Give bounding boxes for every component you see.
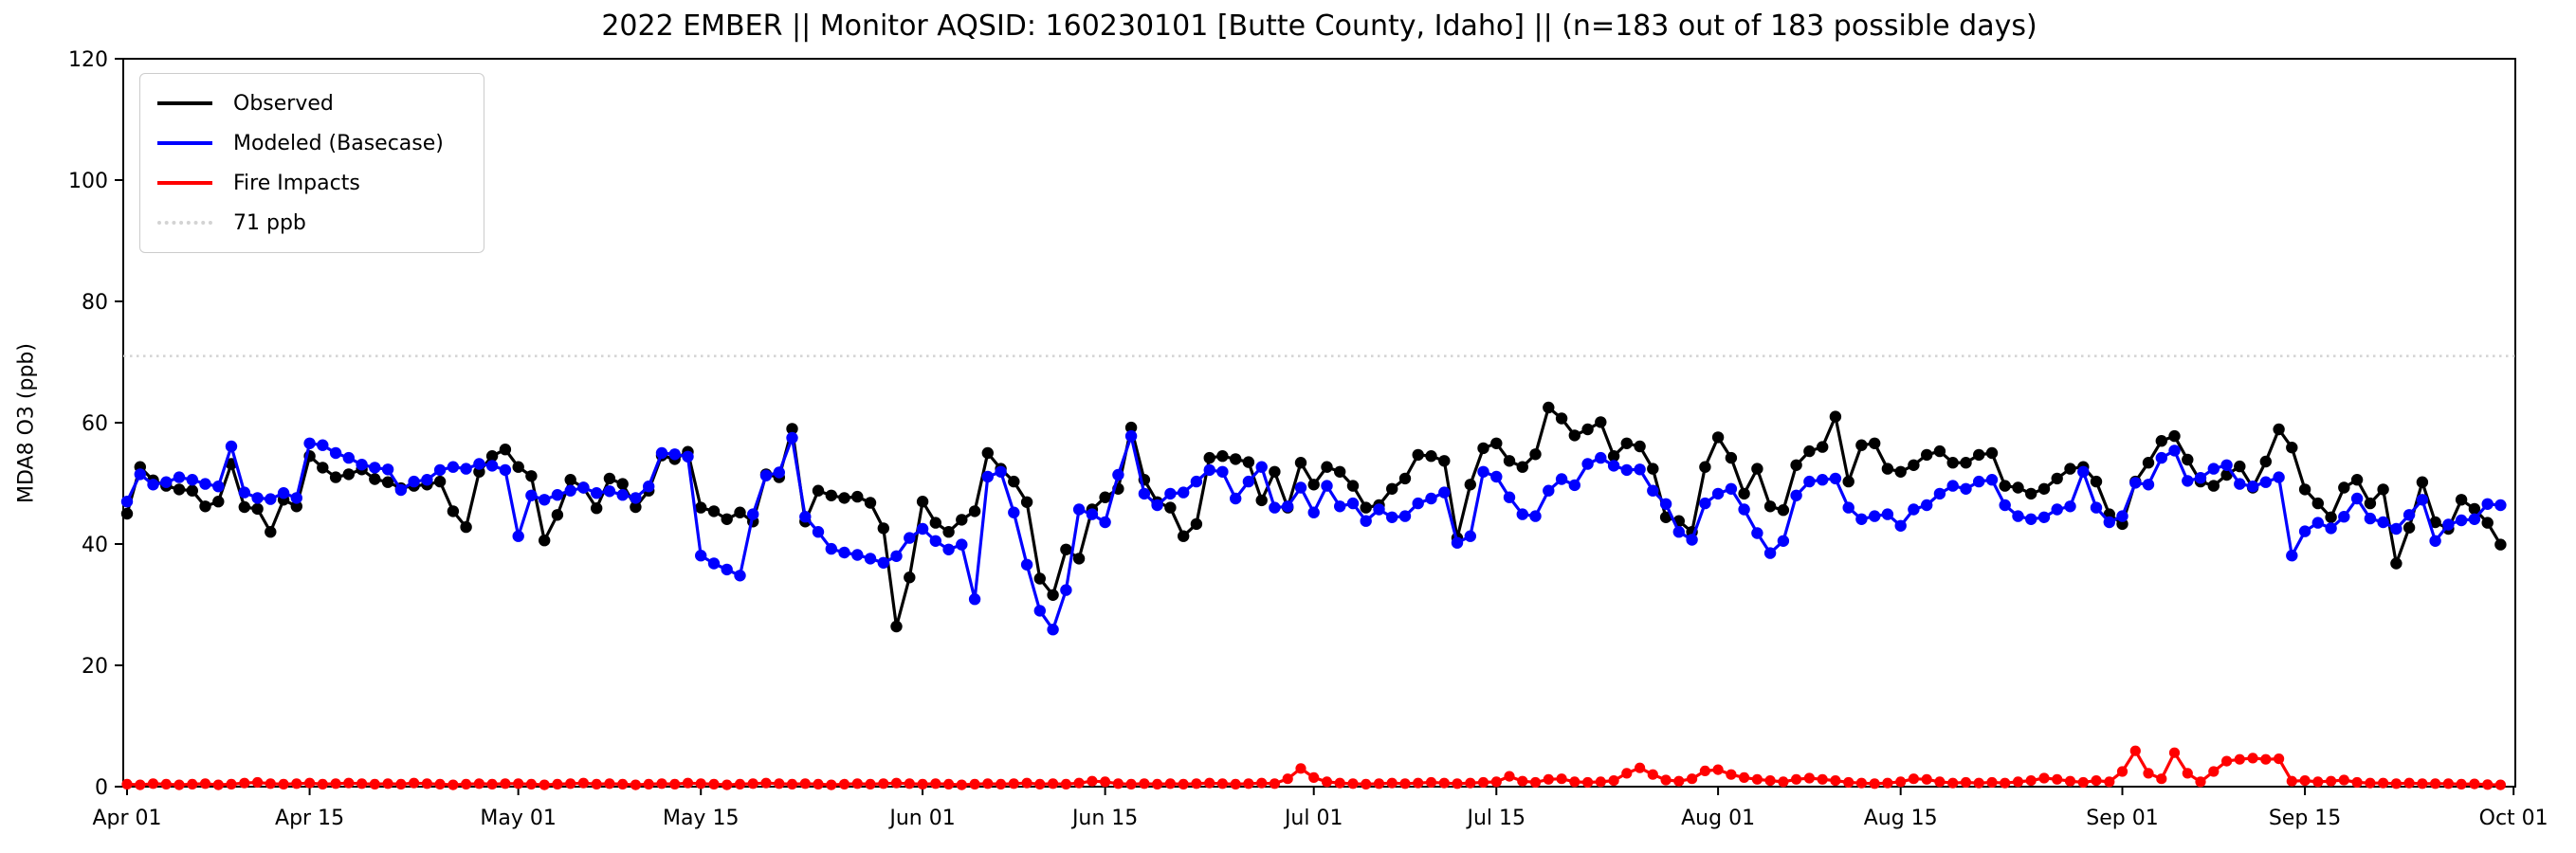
x-tick-label: Aug 01 [1681,807,1755,830]
y-tick-label: 20 [82,655,108,679]
x-tick-label: Jul 15 [1466,807,1526,830]
y-tick-label: 60 [82,412,108,436]
modeled-line-sample [157,141,212,145]
legend-item-modeled: Modeled (Basecase) [140,123,484,163]
y-tick-label: 40 [82,534,108,557]
x-axis: Apr 01 Apr 15 May 01 May 15 Jun 01 Jun 15 Jul … [92,787,2549,830]
x-tick-label: Apr 01 [92,807,161,830]
fire-impacts-series [121,745,2506,790]
legend-label: 71 ppb [233,210,306,235]
x-tick-label: Jun 01 [887,807,955,830]
x-tick-label: Sep 01 [2086,807,2158,830]
legend-label: Observed [233,91,334,116]
observed-line-sample [157,101,212,105]
legend-item-threshold: 71 ppb [140,203,484,243]
x-tick-label: May 15 [663,807,739,830]
x-tick-label: May 01 [480,807,556,830]
x-tick-label: Jun 15 [1070,807,1138,830]
y-axis: 0 20 40 60 80 100 120 [68,48,123,800]
y-tick-label: 80 [82,291,108,315]
legend-item-observed: Observed [140,83,484,123]
y-tick-label: 0 [95,776,108,800]
x-tick-label: Apr 15 [275,807,344,830]
fire-impacts-line-sample [157,181,212,185]
y-tick-label: 120 [68,48,108,72]
x-tick-label: Aug 15 [1864,807,1938,830]
x-tick-label: Jul 01 [1283,807,1343,830]
x-tick-label: Sep 15 [2269,807,2341,830]
y-tick-label: 100 [68,170,108,193]
legend-item-fire-impacts: Fire Impacts [140,163,484,203]
x-tick-label: Oct 01 [2479,807,2549,830]
y-axis-label: MDA8 O3 (ppb) [14,343,39,503]
threshold-line-sample [157,221,212,225]
legend: Observed Modeled (Basecase) Fire Impacts… [139,73,484,253]
chart-title: 2022 EMBER || Monitor AQSID: 160230101 [… [601,9,2037,43]
legend-label: Fire Impacts [233,171,360,195]
legend-label: Modeled (Basecase) [233,131,444,155]
modeled-basecase--series [120,429,2507,636]
